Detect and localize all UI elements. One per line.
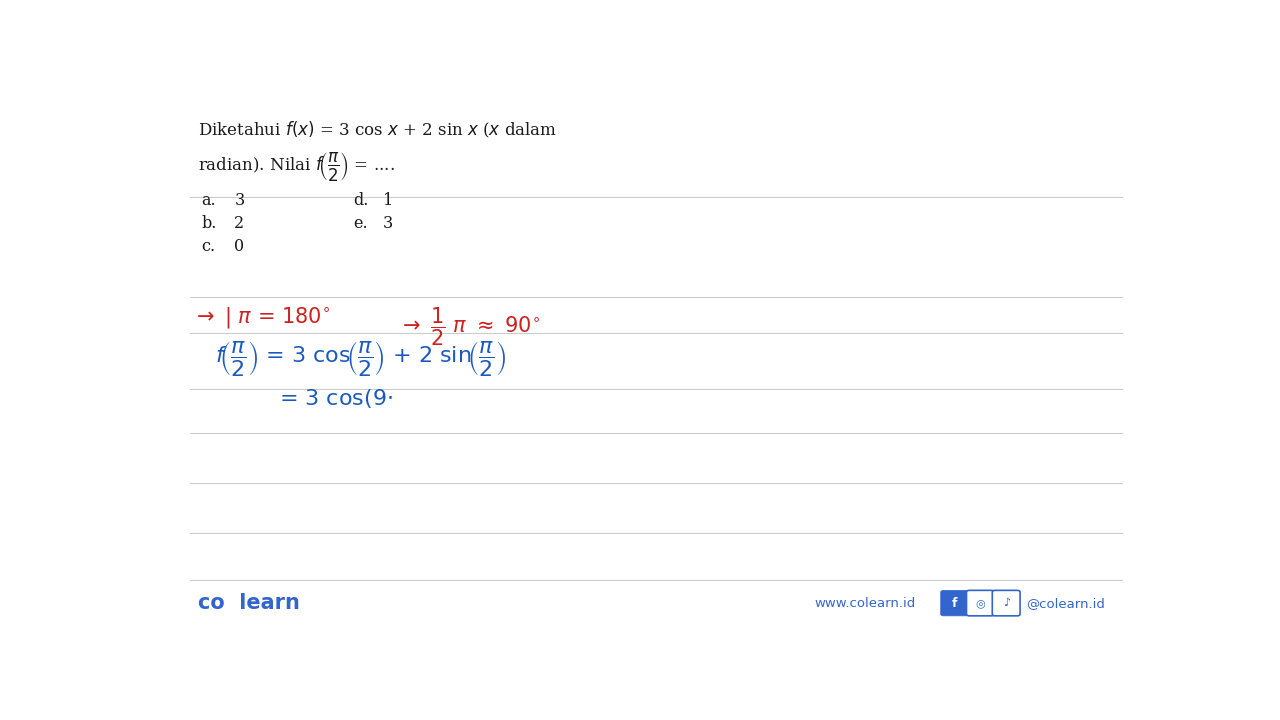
Text: 0: 0: [234, 238, 244, 256]
Text: ♪: ♪: [1002, 598, 1010, 608]
Text: f: f: [952, 597, 957, 610]
Text: 1: 1: [383, 192, 393, 209]
FancyBboxPatch shape: [941, 590, 969, 616]
Text: d.: d.: [353, 192, 369, 209]
Text: ◎: ◎: [975, 598, 986, 608]
Text: radian). Nilai $f\!\left(\dfrac{\pi}{2}\right)$ = ....: radian). Nilai $f\!\left(\dfrac{\pi}{2}\…: [197, 150, 394, 183]
Text: www.colearn.id: www.colearn.id: [815, 597, 916, 610]
FancyBboxPatch shape: [992, 590, 1020, 616]
Text: b.: b.: [202, 215, 218, 232]
Text: e.: e.: [353, 215, 369, 232]
Text: $\rightarrow$ | $\pi$ = 180$^{\circ}$: $\rightarrow$ | $\pi$ = 180$^{\circ}$: [192, 305, 330, 330]
Text: c.: c.: [202, 238, 216, 256]
Text: = 3 cos(9$\cdot$: = 3 cos(9$\cdot$: [279, 387, 393, 410]
Text: 3: 3: [383, 215, 393, 232]
FancyBboxPatch shape: [966, 590, 995, 616]
Text: $\rightarrow$ $\dfrac{1}{2}$ $\pi$ $\approx$ 90$^{\circ}$: $\rightarrow$ $\dfrac{1}{2}$ $\pi$ $\app…: [398, 305, 540, 348]
Text: $f\!\left(\dfrac{\pi}{2}\right)$ = 3 cos$\!\left(\dfrac{\pi}{2}\right)$ + 2 sin$: $f\!\left(\dfrac{\pi}{2}\right)$ = 3 cos…: [215, 338, 506, 378]
Text: 3: 3: [234, 192, 244, 209]
Text: @colearn.id: @colearn.id: [1027, 597, 1105, 610]
Text: co  learn: co learn: [197, 593, 300, 613]
Text: a.: a.: [202, 192, 216, 209]
Text: Diketahui $f(x)$ = 3 cos $x$ + 2 sin $x$ ($x$ dalam: Diketahui $f(x)$ = 3 cos $x$ + 2 sin $x$…: [197, 120, 557, 140]
Text: 2: 2: [234, 215, 244, 232]
